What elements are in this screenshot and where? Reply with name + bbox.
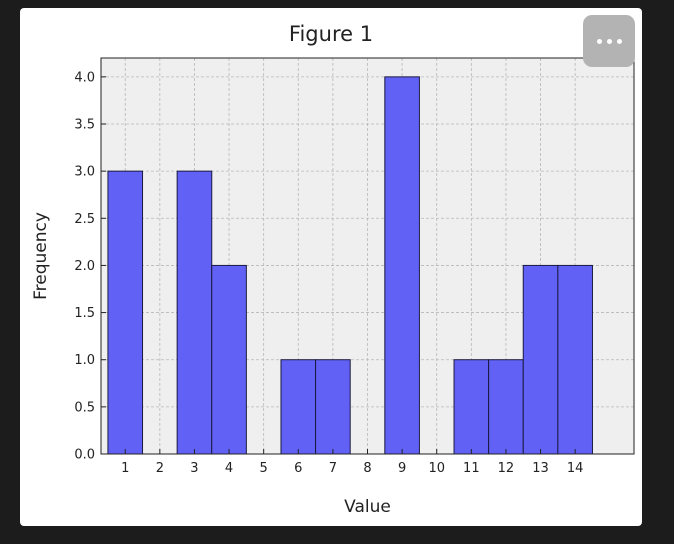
x-axis-label: Value [344, 497, 391, 517]
x-tick-label: 8 [363, 461, 371, 476]
y-tick-label: 3.0 [74, 165, 95, 180]
x-tick-label: 5 [260, 461, 268, 476]
x-tick-label: 4 [225, 461, 233, 476]
histogram-bar [107, 170, 144, 455]
x-tick-label: 9 [398, 461, 406, 476]
figure-window: Figure 1 1 2 3 4 5 6 7 8 9 10 11 12 13 14 0.0 0.5 1.0 1.5… [20, 8, 642, 526]
x-tick-label: 10 [428, 461, 445, 476]
y-tick-label: 0.0 [74, 448, 95, 463]
histogram-bar [176, 170, 213, 455]
y-tick-label: 2.0 [74, 259, 95, 274]
y-axis-label: Frequency [31, 212, 51, 300]
x-tick-label: 6 [294, 461, 302, 476]
x-tick-label: 11 [463, 461, 480, 476]
histogram-bar [522, 264, 559, 455]
histogram-bar [315, 359, 351, 455]
ellipsis-icon [596, 38, 622, 44]
x-tick-label: 13 [532, 461, 549, 476]
x-tick-label: 7 [329, 461, 337, 476]
x-tick-label: 1 [121, 461, 129, 476]
ticks: 1 2 3 4 5 6 7 8 9 10 11 12 13 140.00.51.01.52.02.53.0… [74, 70, 583, 476]
x-tick-label: 14 [567, 461, 584, 476]
y-tick-label: 4.0 [74, 70, 95, 85]
figure-title: Figure 1 [288, 22, 374, 46]
x-tick-label: 12 [498, 461, 515, 476]
histogram-bar [557, 264, 593, 455]
histogram-bar [488, 359, 524, 455]
x-tick-label: 2 [156, 461, 164, 476]
histogram-bar [453, 359, 490, 455]
y-tick-label: 2.5 [74, 212, 95, 227]
histogram-bar [211, 264, 247, 455]
y-tick-label: 3.5 [74, 118, 95, 133]
y-tick-label: 1.0 [74, 353, 95, 368]
more-options-button[interactable] [583, 15, 635, 67]
histogram-bar [384, 76, 420, 455]
y-tick-label: 1.5 [74, 306, 95, 321]
histogram-chart: 1 2 3 4 5 6 7 8 9 10 11 12 13 140.00.51.01.52.02.53.0… [31, 57, 635, 517]
x-tick-label: 3 [190, 461, 198, 476]
y-tick-label: 0.5 [74, 400, 95, 415]
histogram-bar [280, 359, 317, 455]
bars [107, 76, 593, 455]
